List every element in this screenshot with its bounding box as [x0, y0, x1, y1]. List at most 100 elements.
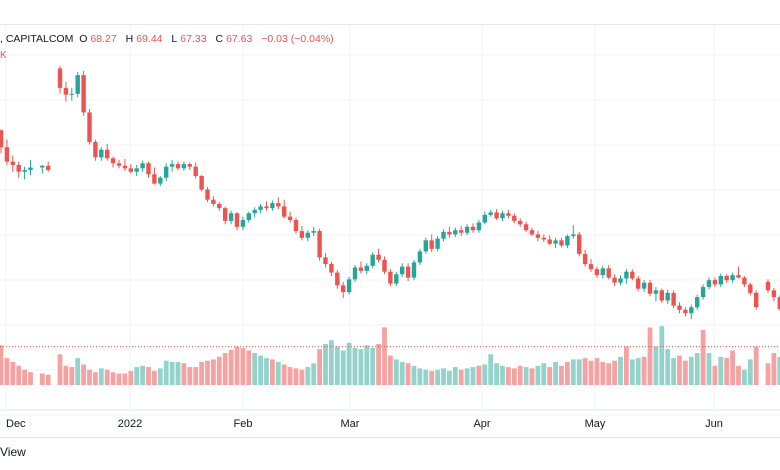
- candle: [529, 227, 535, 237]
- x-tick-label: 2022: [118, 418, 142, 430]
- volume-bar: [270, 359, 275, 385]
- volume-bar: [417, 368, 423, 385]
- volume-bar: [665, 349, 671, 385]
- volume-bar: [694, 353, 700, 385]
- candle: [671, 290, 676, 309]
- candle: [435, 236, 440, 252]
- volume-bar: [75, 358, 81, 385]
- candle: [417, 248, 423, 265]
- candle: [234, 212, 240, 231]
- volume-bar: [523, 367, 529, 385]
- volume-bar: [16, 365, 22, 385]
- candle: [405, 263, 411, 282]
- volume-bar: [299, 369, 305, 385]
- x-tick-label: May: [585, 418, 606, 430]
- candle: [665, 289, 670, 304]
- candle: [93, 139, 98, 161]
- candle: [287, 211, 293, 223]
- candle: [335, 270, 340, 289]
- open-label: O: [79, 33, 88, 45]
- volume-bar: [222, 353, 228, 385]
- volume-bar: [376, 344, 381, 385]
- high-value: 69.44: [136, 33, 163, 45]
- candle: [46, 161, 51, 172]
- volume-bar: [187, 367, 193, 385]
- volume-bar: [753, 346, 759, 385]
- candle: [81, 70, 86, 116]
- volume-bar: [765, 363, 771, 385]
- volume-bar: [470, 367, 476, 385]
- candle: [299, 225, 305, 241]
- volume-bar: [346, 342, 352, 385]
- open-value: 68.27: [90, 33, 117, 45]
- candle: [689, 304, 694, 320]
- volume-bar: [39, 373, 45, 385]
- volume-bar: [517, 365, 523, 385]
- candle: [470, 223, 476, 233]
- candle: [152, 167, 157, 185]
- price-chart[interactable]: Dec 2022 Feb Mar Apr May Jun: [0, 25, 780, 437]
- candle: [453, 227, 458, 237]
- candle: [571, 225, 576, 239]
- candle: [512, 213, 517, 224]
- volume-bar: [700, 329, 706, 385]
- candle: [541, 234, 546, 243]
- volume-bar: [641, 356, 647, 385]
- candle: [311, 226, 316, 237]
- volume-bar: [323, 344, 328, 385]
- candle: [400, 263, 405, 277]
- candle: [99, 147, 104, 161]
- volume-bar: [305, 367, 311, 385]
- candle: [754, 290, 759, 310]
- candle: [358, 261, 364, 274]
- x-tick-label: Jun: [705, 418, 723, 430]
- candle: [240, 216, 246, 231]
- candle: [128, 164, 133, 174]
- volume-bar: [146, 367, 151, 385]
- volume-bar: [163, 360, 169, 385]
- candle: [618, 275, 623, 286]
- volume-bar: [429, 370, 435, 385]
- candle: [582, 249, 588, 267]
- volume-bar: [494, 363, 499, 385]
- candle: [317, 228, 322, 261]
- candle: [441, 229, 446, 242]
- candle: [246, 211, 251, 223]
- candle: [647, 280, 653, 297]
- candle: [523, 221, 529, 232]
- candlesticks: [0, 65, 780, 320]
- volume-bar: [476, 365, 482, 385]
- time-axis: Dec 2022 Feb Mar Apr May Jun: [0, 409, 780, 430]
- volume-bar: [258, 355, 263, 385]
- candle: [695, 294, 700, 310]
- volume-bar: [742, 369, 747, 385]
- volume-bar: [565, 361, 570, 385]
- candle: [482, 211, 487, 225]
- candle: [293, 217, 299, 234]
- volume-bar: [93, 372, 98, 385]
- volume-bar: [712, 365, 718, 385]
- close-value: 67.63: [226, 33, 253, 45]
- volume-bar: [724, 358, 730, 385]
- candle: [588, 258, 594, 272]
- candle: [211, 196, 216, 207]
- candle: [175, 161, 181, 171]
- volume-bar: [193, 367, 199, 385]
- candle: [323, 253, 328, 268]
- view-link[interactable]: View: [0, 445, 26, 459]
- candle: [730, 272, 735, 283]
- candle: [612, 274, 617, 287]
- volume-bar: [736, 365, 741, 385]
- x-tick-label: Dec: [6, 418, 26, 430]
- volume-bar: [399, 361, 405, 385]
- volume-bar: [653, 346, 659, 385]
- candle: [547, 235, 552, 246]
- candle: [559, 237, 564, 248]
- volume-bar: [234, 346, 240, 385]
- candle: [600, 265, 605, 279]
- volume-bar: [340, 350, 346, 385]
- candle: [641, 280, 647, 293]
- bottom-bar: [0, 437, 780, 470]
- volume-bar: [81, 364, 86, 385]
